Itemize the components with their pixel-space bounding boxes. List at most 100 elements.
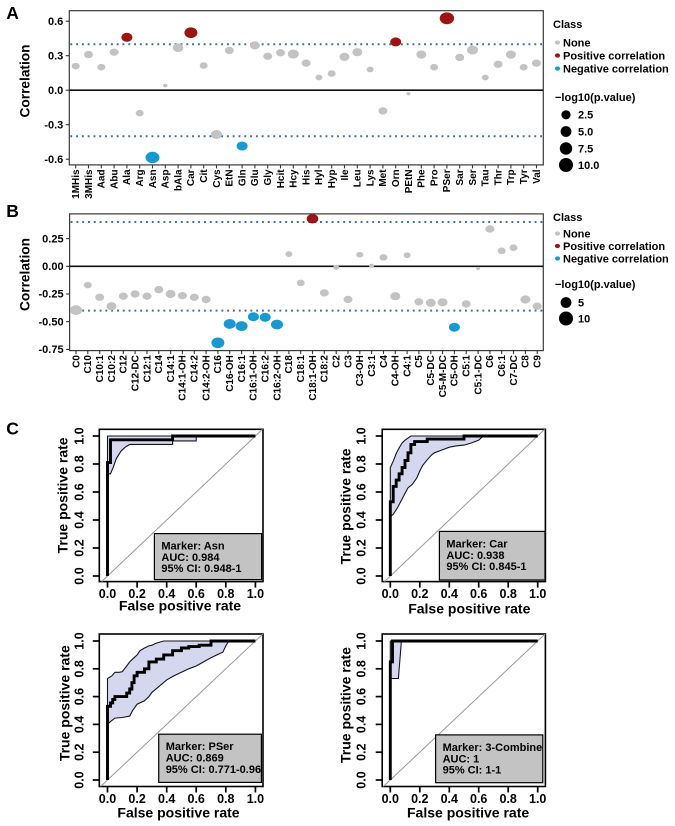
svg-text:Met: Met [378,169,389,187]
svg-text:None: None [563,37,591,49]
svg-text:0.6: 0.6 [48,16,63,28]
svg-text:C16-OH: C16-OH [225,355,236,392]
svg-text:C14: C14 [154,355,165,374]
svg-text:C18:1-OH: C18:1-OH [308,355,319,401]
svg-text:0.25: 0.25 [42,233,63,245]
svg-text:Cit: Cit [199,169,210,183]
svg-text:7.5: 7.5 [578,143,593,155]
svg-text:0.2: 0.2 [354,539,368,556]
svg-text:-0.75: -0.75 [39,344,64,356]
svg-text:Asn: Asn [148,169,159,188]
svg-text:Asp: Asp [161,169,172,188]
svg-text:A: A [6,3,19,23]
svg-text:AUC: 0.869: AUC: 0.869 [166,753,224,765]
svg-text:0.6: 0.6 [188,792,205,806]
svg-text:C0: C0 [71,355,82,368]
svg-text:0.0: 0.0 [48,85,63,97]
svg-text:0.4: 0.4 [354,716,368,733]
svg-text:C5-DC: C5-DC [426,355,437,386]
svg-text:Trp: Trp [506,169,517,185]
svg-text:B: B [6,201,19,221]
svg-text:Negative correlation: Negative correlation [563,63,669,75]
svg-text:Pro: Pro [429,169,440,186]
svg-text:C3: C3 [343,355,354,368]
svg-text:1MHis: 1MHis [71,169,82,199]
svg-text:1.0: 1.0 [72,427,86,444]
svg-text:0.2: 0.2 [72,743,86,760]
svg-text:−log10(p.value): −log10(p.value) [555,92,636,104]
svg-text:Aad: Aad [97,169,108,188]
svg-text:0.4: 0.4 [72,716,86,733]
svg-text:0.00: 0.00 [42,261,63,273]
svg-text:Class: Class [553,212,582,224]
svg-text:Cys: Cys [212,169,223,188]
svg-text:False positive rate: False positive rate [408,600,530,616]
svg-text:False positive rate: False positive rate [407,804,529,820]
svg-text:C18:1: C18:1 [296,355,307,383]
svg-text:C5:1-DC: C5:1-DC [473,355,484,394]
svg-text:Correlation: Correlation [18,238,33,311]
svg-text:95% CI: 0.845-1: 95% CI: 0.845-1 [446,561,526,573]
svg-text:5.0: 5.0 [578,126,593,138]
svg-text:0.0: 0.0 [99,587,116,601]
svg-text:1.0: 1.0 [247,587,264,601]
svg-text:Val: Val [532,169,543,184]
svg-text:C: C [6,419,19,439]
svg-text:C4: C4 [379,355,390,368]
svg-text:0.8: 0.8 [500,587,517,601]
svg-text:C16:2-OH: C16:2-OH [272,355,283,401]
svg-text:Gly: Gly [263,169,274,186]
svg-text:Positive correlation: Positive correlation [563,241,665,253]
svg-text:0.6: 0.6 [72,483,86,500]
svg-text:Hcy: Hcy [289,169,300,188]
svg-text:AUC: 0.938: AUC: 0.938 [446,550,504,562]
svg-text:PSer: PSer [442,169,453,192]
svg-text:0.0: 0.0 [99,792,116,806]
svg-text:C5:1: C5:1 [462,355,473,377]
svg-text:10: 10 [578,313,590,325]
svg-text:Glu: Glu [250,169,261,186]
svg-text:Phe: Phe [417,169,428,188]
svg-text:C14:1-OH: C14:1-OH [178,355,189,401]
svg-text:0.0: 0.0 [354,567,368,584]
svg-text:C18: C18 [284,355,295,374]
svg-text:Ala: Ala [122,169,133,185]
svg-text:True positive rate: True positive rate [338,448,354,564]
svg-text:Abu: Abu [109,169,120,188]
svg-text:Correlation: Correlation [18,44,33,117]
svg-text:0.4: 0.4 [441,587,458,601]
svg-text:0.4: 0.4 [441,792,458,806]
svg-text:C6: C6 [485,355,496,368]
svg-text:C4:1: C4:1 [402,355,413,377]
svg-text:0.6: 0.6 [354,483,368,500]
svg-text:Marker: PSer: Marker: PSer [166,741,235,753]
svg-text:0.8: 0.8 [500,792,517,806]
svg-text:C12: C12 [119,355,130,374]
svg-text:EtN: EtN [225,169,236,186]
svg-text:Leu: Leu [353,169,364,187]
svg-text:0.0: 0.0 [72,567,86,584]
svg-text:C14:2-OH: C14:2-OH [201,355,212,401]
svg-text:Marker: 3-Combine: Marker: 3-Combine [443,742,543,754]
svg-text:0.8: 0.8 [354,455,368,472]
svg-text:95% CI: 1-1: 95% CI: 1-1 [443,765,502,777]
svg-text:0.8: 0.8 [217,792,234,806]
svg-text:C16:1: C16:1 [237,355,248,383]
svg-text:Positive correlation: Positive correlation [563,50,665,62]
svg-text:Arg: Arg [135,169,146,186]
svg-text:AUC: 1: AUC: 1 [443,753,480,765]
svg-text:0.4: 0.4 [72,511,86,528]
svg-text:Hyl: Hyl [314,169,325,185]
svg-text:-0.3: -0.3 [44,119,63,131]
svg-text:0.6: 0.6 [470,792,487,806]
svg-text:1.0: 1.0 [354,632,368,649]
svg-text:None: None [563,228,591,240]
svg-text:-0.25: -0.25 [39,289,64,301]
svg-text:C12-DC: C12-DC [130,355,141,391]
svg-text:Class: Class [553,19,582,31]
svg-text:AUC: 0.984: AUC: 0.984 [161,552,220,564]
svg-text:−log10(p.value): −log10(p.value) [555,279,636,291]
svg-text:3MHis: 3MHis [84,169,95,199]
svg-text:C5: C5 [414,355,425,368]
svg-text:Sar: Sar [455,169,466,185]
